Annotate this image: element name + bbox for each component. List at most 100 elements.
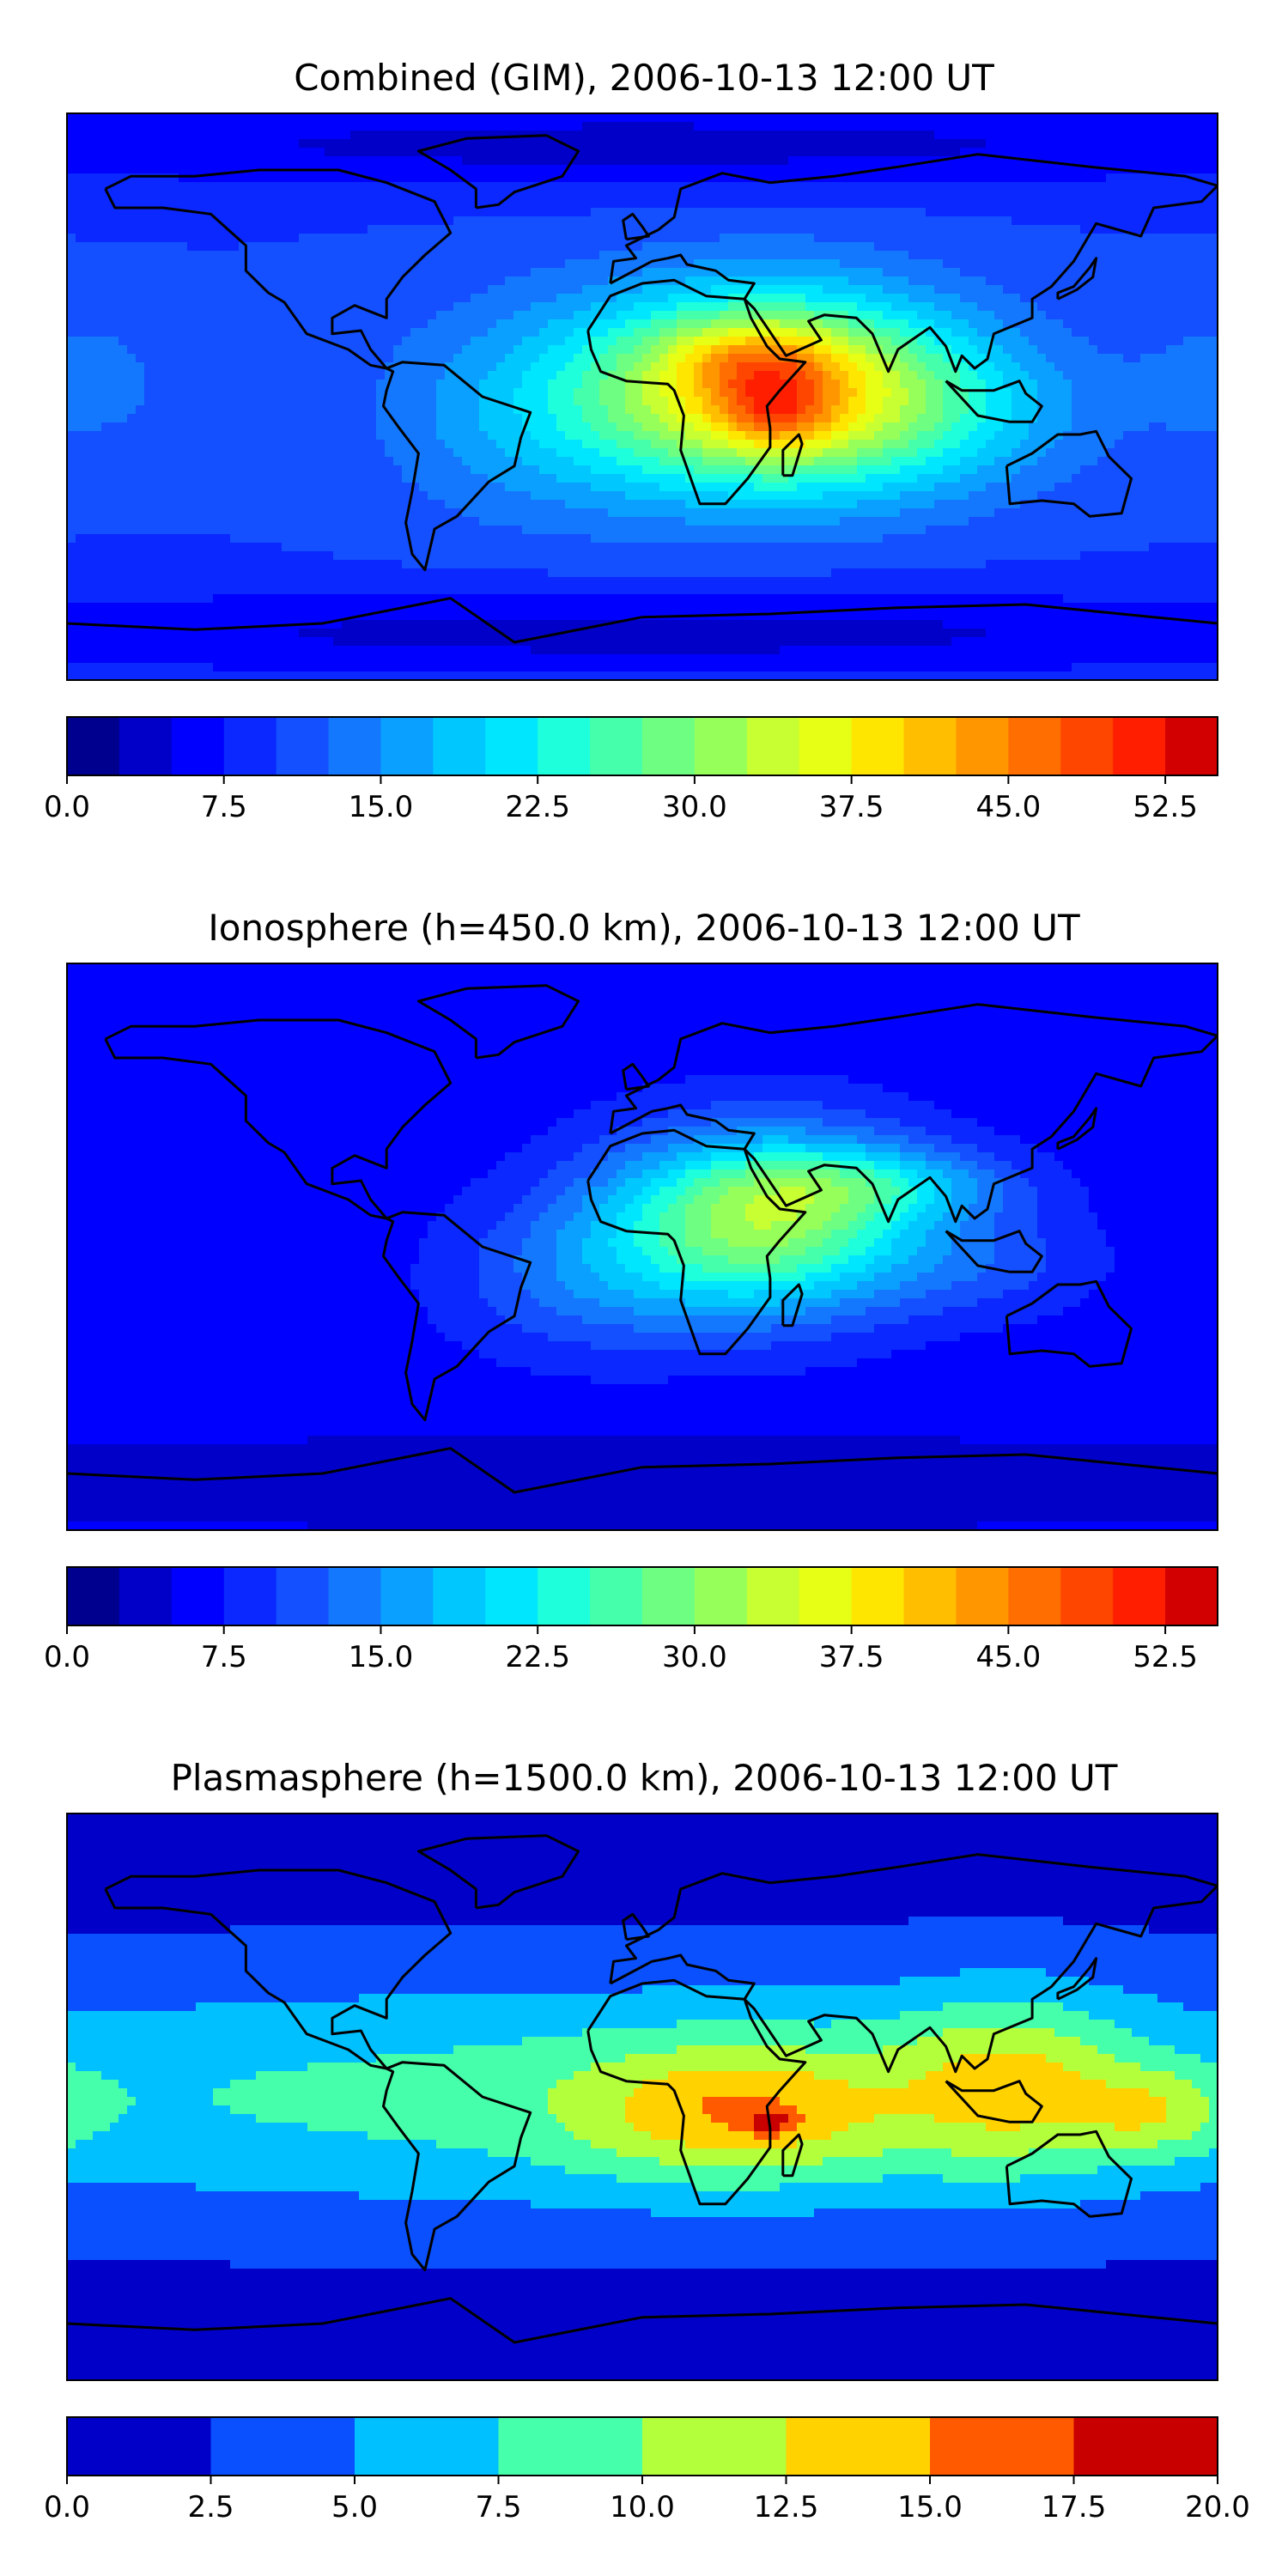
colorbar-tick-label: 7.5 bbox=[201, 790, 247, 824]
map-panel-2 bbox=[66, 1813, 1218, 2381]
coastline-australia bbox=[1005, 1279, 1133, 1368]
coastline-madagascar bbox=[781, 1283, 804, 1327]
coastlines-2 bbox=[67, 1834, 1218, 2344]
colorbar-segment bbox=[799, 1567, 853, 1625]
coastline-indonesia bbox=[945, 2080, 1043, 2123]
map-frame-1 bbox=[66, 963, 1218, 1531]
coastline-indonesia bbox=[945, 1230, 1043, 1273]
colorbar-segment bbox=[851, 1567, 905, 1625]
colorbar-segment bbox=[1165, 1567, 1218, 1625]
colorbar-segment bbox=[1008, 717, 1061, 775]
colorbar-0: 0.0 7.5 15.0 22.5 30.0 37.5 45.0 52.5 bbox=[44, 716, 1218, 824]
colorbar-segment bbox=[538, 1567, 591, 1625]
colorbar-segment bbox=[1073, 2417, 1218, 2476]
colorbar-segment bbox=[118, 717, 173, 775]
colorbar-segment bbox=[67, 717, 120, 775]
colorbar-segment bbox=[1060, 1567, 1114, 1625]
colorbar-segment bbox=[1113, 1567, 1166, 1625]
colorbar-segment bbox=[694, 717, 748, 775]
colorbar-tick-label: 52.5 bbox=[1133, 790, 1198, 824]
colorbar-segment bbox=[210, 2417, 355, 2476]
coastline-greenland bbox=[416, 1834, 580, 1910]
panel-title-combined: Combined (GIM), 2006-10-13 12:00 UT bbox=[0, 57, 1288, 100]
colorbar-tick-label: 17.5 bbox=[1042, 2490, 1107, 2524]
colorbar-segment bbox=[642, 1567, 696, 1625]
colorbar-segment bbox=[328, 717, 381, 775]
tec-field-1 bbox=[67, 963, 1218, 1530]
colorbar-segment bbox=[903, 1567, 957, 1625]
coastline-africa bbox=[586, 1978, 807, 2206]
colorbar-tick-label: 37.5 bbox=[819, 1640, 884, 1674]
coastline-madagascar bbox=[781, 2133, 804, 2178]
colorbar-tick-label: 15.0 bbox=[897, 2490, 963, 2524]
colorbar-tick-label: 5.0 bbox=[331, 2490, 378, 2524]
coastline-south-america bbox=[382, 1211, 532, 1422]
colorbar-1: 0.0 7.5 15.0 22.5 30.0 37.5 45.0 52.5 bbox=[44, 1566, 1218, 1674]
colorbar-tick-label: 15.0 bbox=[349, 790, 414, 824]
colorbar-segment bbox=[433, 717, 486, 775]
colorbar-tick-label: 30.0 bbox=[662, 790, 727, 824]
colorbar-segment bbox=[380, 1567, 434, 1625]
coastline-uk bbox=[622, 1062, 650, 1091]
coastline-australia bbox=[1005, 2129, 1133, 2218]
colorbar-segment bbox=[851, 717, 905, 775]
coastline-north-america bbox=[104, 1868, 453, 2070]
coastline-japan bbox=[1056, 1107, 1098, 1151]
coastline-africa bbox=[586, 1128, 807, 1356]
colorbar-tick-label: 52.5 bbox=[1133, 1640, 1198, 1674]
colorbar-segment bbox=[590, 1567, 643, 1625]
coastline-uk bbox=[622, 1912, 650, 1941]
panel-title-ionosphere: Ionosphere (h=450.0 km), 2006-10-13 12:0… bbox=[0, 907, 1288, 950]
colorbar-segment bbox=[171, 717, 225, 775]
colorbar-tick-label: 30.0 bbox=[662, 1640, 727, 1674]
colorbar-segment bbox=[355, 2417, 499, 2476]
colorbar-segment bbox=[223, 717, 277, 775]
colorbar-segment bbox=[223, 1567, 277, 1625]
coastline-australia bbox=[1005, 429, 1133, 518]
colorbar-tick-label: 15.0 bbox=[349, 1640, 414, 1674]
colorbar-segment bbox=[1165, 717, 1218, 775]
colorbar-segment bbox=[590, 717, 643, 775]
colorbar-segment bbox=[746, 717, 800, 775]
colorbar-tick-label: 10.0 bbox=[610, 2490, 675, 2524]
coastline-madagascar bbox=[781, 433, 804, 477]
coastline-north-america bbox=[104, 1018, 453, 1220]
colorbar-segment bbox=[380, 717, 434, 775]
colorbar-segment bbox=[956, 1567, 1009, 1625]
colorbar-segment bbox=[538, 717, 591, 775]
colorbar-tick-label: 0.0 bbox=[44, 1640, 90, 1674]
colorbar-segment bbox=[746, 1567, 800, 1625]
colorbar-tick-label: 22.5 bbox=[505, 1640, 570, 1674]
coastline-japan bbox=[1056, 257, 1098, 301]
colorbar-tick-label: 7.5 bbox=[475, 2490, 521, 2524]
coastline-indonesia bbox=[945, 380, 1043, 423]
coastline-greenland bbox=[416, 984, 580, 1060]
colorbar-tick-label: 22.5 bbox=[505, 790, 570, 824]
map-panel-1 bbox=[66, 963, 1218, 1531]
colorbar-tick-label: 0.0 bbox=[44, 2490, 90, 2524]
colorbar-segment bbox=[642, 717, 696, 775]
coastline-antarctica bbox=[67, 1447, 1218, 1494]
map-frame-2 bbox=[66, 1813, 1218, 2381]
colorbar-segment bbox=[1008, 1567, 1061, 1625]
colorbar-segment bbox=[799, 717, 853, 775]
panel-title-plasmasphere: Plasmasphere (h=1500.0 km), 2006-10-13 1… bbox=[0, 1757, 1288, 1800]
coastline-uk bbox=[622, 212, 650, 241]
coastlines-1 bbox=[67, 984, 1218, 1494]
coastline-north-america bbox=[104, 168, 453, 370]
colorbar-segment bbox=[67, 2417, 211, 2476]
colorbar-segment bbox=[956, 717, 1009, 775]
colorbar-segment bbox=[118, 1567, 173, 1625]
colorbar-segment bbox=[276, 717, 330, 775]
colorbar-tick-label: 45.0 bbox=[976, 790, 1042, 824]
colorbar-tick-label: 2.5 bbox=[187, 2490, 234, 2524]
colorbar-segment bbox=[433, 1567, 486, 1625]
colorbar-segment bbox=[1113, 717, 1166, 775]
colorbar-segment bbox=[642, 2417, 787, 2476]
coastline-africa bbox=[586, 278, 807, 506]
colorbar-segment bbox=[328, 1567, 381, 1625]
colorbar-segment bbox=[485, 1567, 538, 1625]
colorbar-segment bbox=[1060, 717, 1114, 775]
colorbar-segment bbox=[786, 2417, 931, 2476]
